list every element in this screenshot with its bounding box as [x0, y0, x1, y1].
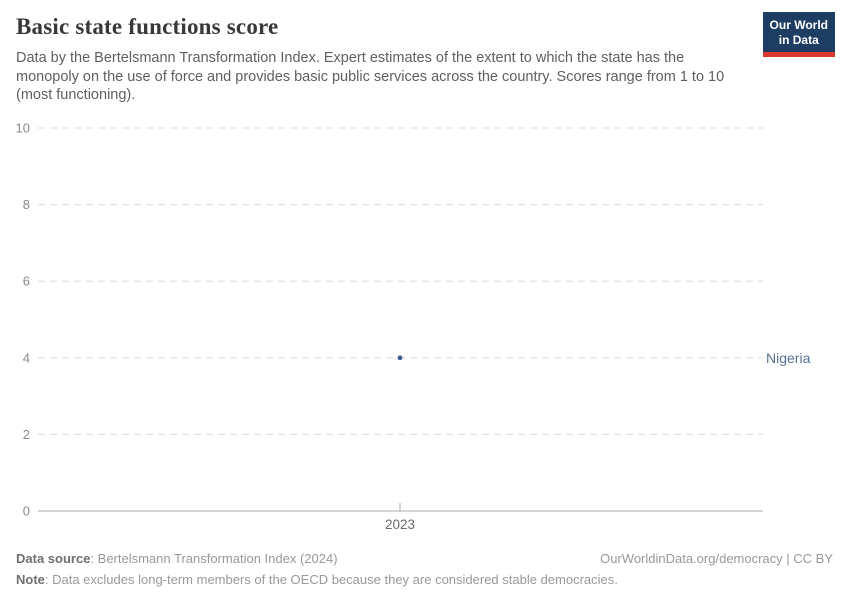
chart-plot-area: 0 2 4 6 8 10 2023 Nigeria	[0, 118, 850, 548]
chart-subtitle: Data by the Bertelsmann Transformation I…	[16, 50, 725, 103]
data-source: Data source: Bertelsmann Transformation …	[16, 552, 338, 566]
owid-logo-line1: Our World	[769, 18, 828, 32]
y-tick-label: 10	[16, 121, 30, 136]
y-tick-label: 6	[23, 274, 30, 289]
chart-footer: Data source: Bertelsmann Transformation …	[16, 552, 833, 587]
y-tick-label: 2	[23, 427, 30, 442]
y-tick-label: 0	[23, 504, 30, 519]
chart-canvas: 0 2 4 6 8 10 2023	[16, 121, 763, 532]
owid-url-link[interactable]: OurWorldinData.org/democracy | CC BY	[600, 551, 833, 566]
footer-note-text: : Data excludes long-term members of the…	[44, 572, 618, 587]
footer-note-label: Note	[16, 572, 45, 587]
data-point-nigeria[interactable]	[397, 355, 403, 361]
footer-note: Note: Data excludes long-term members of…	[16, 573, 833, 587]
owid-logo-line2: in Data	[778, 33, 819, 47]
data-source-label: Data source	[16, 551, 91, 566]
series-label-nigeria[interactable]: Nigeria	[766, 349, 811, 366]
chart-header: Basic state functions score Data by the …	[16, 14, 750, 105]
data-source-text: : Bertelsmann Transformation Index (2024…	[90, 551, 338, 566]
y-tick-label: 4	[23, 350, 30, 365]
page-title: Basic state functions score	[16, 14, 279, 39]
x-tick-label: 2023	[385, 517, 415, 532]
owid-logo: Our World in Data	[762, 12, 835, 57]
y-tick-label: 8	[23, 197, 30, 212]
